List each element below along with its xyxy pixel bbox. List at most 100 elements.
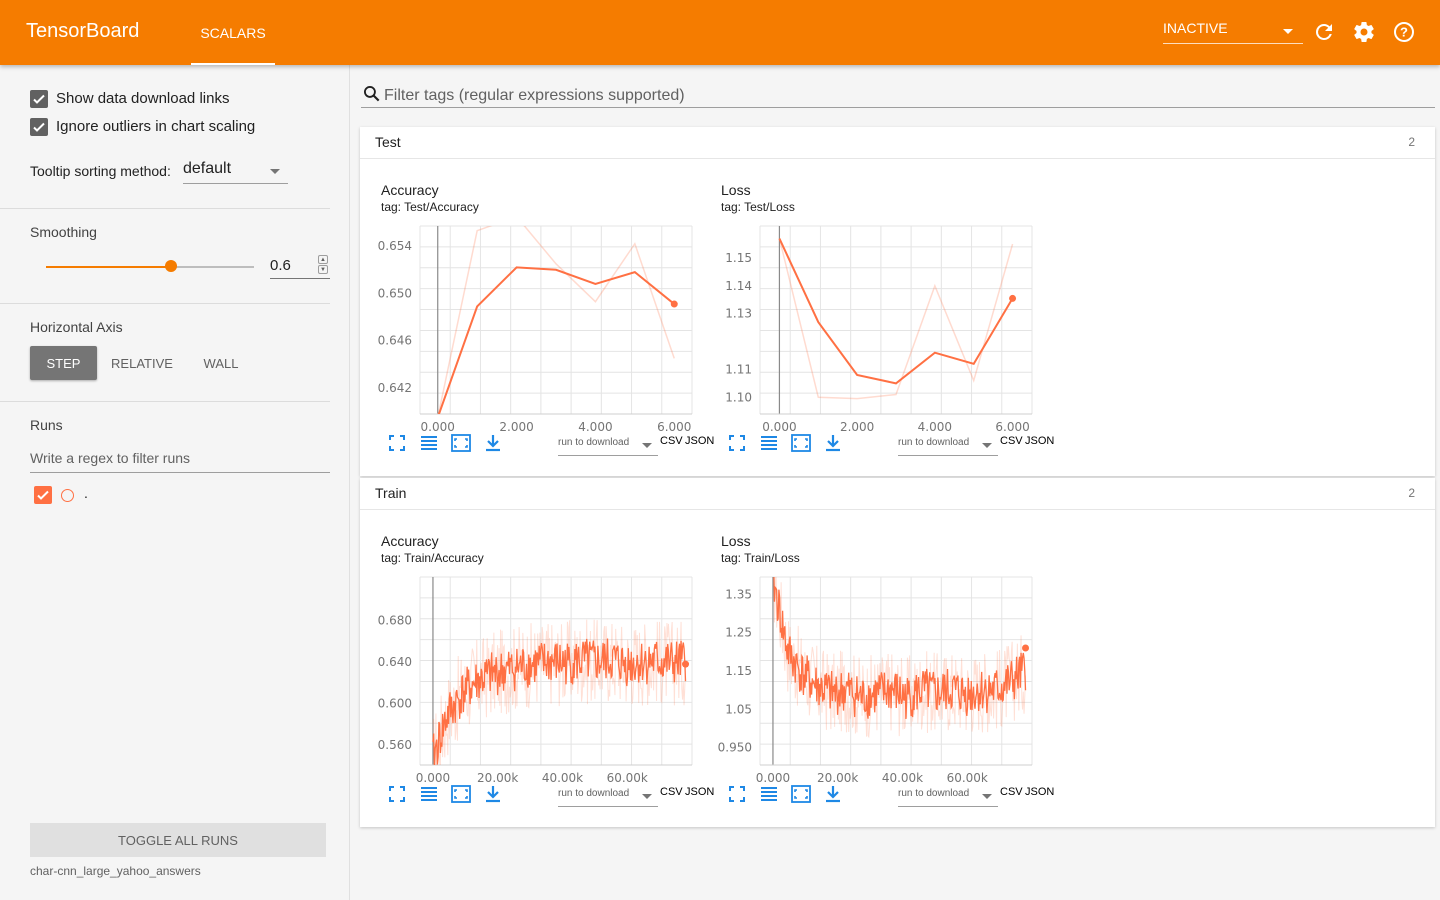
line-chart: 0.642 0.646 0.650 0.654 0.000 2.000 4.000 6.000 — [378, 225, 693, 432]
y-tick-label: 1.11 — [725, 362, 752, 376]
y-tick-label: 1.25 — [725, 626, 752, 640]
chart-title: Loss — [721, 533, 751, 549]
fit-domain-icon[interactable] — [791, 784, 811, 804]
settings-gear-icon[interactable] — [1352, 20, 1376, 44]
log-scale-icon[interactable] — [419, 784, 439, 804]
toggle-all-runs-button[interactable]: TOGGLE ALL RUNS — [30, 823, 326, 857]
raw-series-line — [778, 238, 1014, 400]
smoothing-slider[interactable] — [46, 260, 254, 272]
dropdown-arrow-icon — [982, 443, 992, 448]
plot-area: 0.560 0.600 0.640 0.680 0.000 20.00k 40.00k 60.… — [378, 576, 693, 783]
download-icon[interactable] — [823, 784, 843, 804]
fit-domain-icon[interactable] — [791, 433, 811, 453]
y-tick-label: 0.640 — [378, 655, 412, 669]
log-scale-icon[interactable] — [759, 433, 779, 453]
download-icon[interactable] — [483, 784, 503, 804]
axis-relative-button[interactable]: RELATIVE — [111, 355, 173, 371]
refresh-icon[interactable] — [1312, 20, 1336, 44]
category-title: Train — [375, 485, 407, 501]
y-tick-label: 1.05 — [725, 702, 752, 716]
spin-up-icon[interactable]: ▲ — [318, 255, 328, 264]
app-header: TensorBoard SCALARS INACTIVE ? — [0, 0, 1440, 65]
run-to-download-dropdown[interactable]: run to download — [558, 437, 658, 456]
json-download-link[interactable]: JSON — [685, 786, 715, 798]
run-to-download-dropdown[interactable]: run to download — [558, 788, 658, 807]
chart-title: Accuracy — [381, 182, 439, 198]
y-tick-label: 1.10 — [725, 390, 752, 404]
run-checkbox[interactable] — [34, 486, 52, 504]
y-tick-label: 1.13 — [725, 307, 752, 321]
category-header[interactable]: Train 2 — [360, 478, 1435, 510]
smoothed-series-line — [437, 266, 675, 414]
inactive-plugins-dropdown[interactable]: INACTIVE — [1163, 20, 1303, 44]
plot-area: 1.10 1.11 1.13 1.14 1.15 0.000 2.000 4.000 6.000 — [725, 225, 1033, 432]
active-tab-indicator — [191, 63, 275, 65]
fullscreen-icon[interactable] — [727, 433, 747, 453]
json-download-link[interactable]: JSON — [685, 435, 715, 447]
last-point-marker — [1022, 644, 1030, 652]
inactive-dropdown-value: INACTIVE — [1163, 20, 1228, 36]
tag-filter-input[interactable]: Filter tags (regular expressions support… — [361, 82, 1435, 108]
axis-wall-button[interactable]: WALL — [203, 355, 239, 371]
tab-scalars[interactable]: SCALARS — [191, 0, 275, 65]
run-to-download-dropdown[interactable]: run to download — [898, 437, 998, 456]
y-tick-label: 1.35 — [725, 587, 752, 601]
csv-download-link[interactable]: CSV — [1000, 435, 1023, 447]
x-tick-label: 4.000 — [918, 420, 952, 432]
csv-download-link[interactable]: CSV — [660, 786, 683, 798]
section-divider — [0, 303, 330, 304]
smoothing-slider-knob[interactable] — [164, 260, 177, 272]
show-download-links-checkbox[interactable] — [30, 90, 48, 108]
category-header[interactable]: Test 2 — [360, 127, 1435, 159]
log-scale-icon[interactable] — [419, 433, 439, 453]
download-icon[interactable] — [483, 433, 503, 453]
dropdown-arrow-icon — [1283, 29, 1293, 34]
json-download-link[interactable]: JSON — [1025, 786, 1055, 798]
tooltip-sorting-dropdown[interactable]: default — [183, 160, 288, 184]
tab-scalars-label: SCALARS — [200, 24, 266, 41]
svg-text:?: ? — [1400, 25, 1408, 40]
dropdown-arrow-icon — [642, 443, 652, 448]
app-title: TensorBoard — [26, 20, 140, 42]
run-name: . — [84, 485, 88, 501]
category-count: 2 — [1408, 486, 1415, 500]
x-tick-label: 6.000 — [657, 420, 691, 432]
tooltip-sorting-label: Tooltip sorting method: — [30, 163, 171, 179]
chart-tag: tag: Train/Loss — [721, 551, 800, 565]
logdir-path: char-cnn_large_yahoo_answers — [30, 864, 201, 878]
run-to-download-dropdown[interactable]: run to download — [898, 788, 998, 807]
fullscreen-icon[interactable] — [727, 784, 747, 804]
dropdown-arrow-icon — [982, 794, 992, 799]
section-divider — [0, 208, 330, 209]
axis-step-button[interactable]: STEP — [30, 346, 97, 380]
smoothing-input[interactable]: 0.6 ▲ ▼ — [270, 255, 330, 279]
run-filter-input[interactable]: Write a regex to filter runs — [30, 447, 330, 473]
run-color-swatch[interactable] — [61, 489, 74, 502]
ignore-outliers-checkbox[interactable] — [30, 118, 48, 136]
fullscreen-icon[interactable] — [387, 784, 407, 804]
download-icon[interactable] — [823, 433, 843, 453]
spin-down-icon[interactable]: ▼ — [318, 265, 328, 274]
help-icon[interactable]: ? — [1392, 20, 1416, 44]
fullscreen-icon[interactable] — [387, 433, 407, 453]
line-chart: 0.560 0.600 0.640 0.680 0.000 20.00k 40.00k 60.… — [378, 576, 693, 783]
plot-area: 0.950 1.05 1.15 1.25 1.35 0.000 20.00k 40.00k 60… — [718, 576, 1033, 783]
fit-domain-icon[interactable] — [451, 433, 471, 453]
y-tick-label: 0.650 — [378, 286, 412, 300]
last-point-marker — [682, 660, 690, 668]
log-scale-icon[interactable] — [759, 784, 779, 804]
x-tick-label: 4.000 — [578, 420, 612, 432]
y-tick-label: 0.560 — [378, 738, 412, 752]
json-download-link[interactable]: JSON — [1025, 435, 1055, 447]
section-divider — [0, 401, 330, 402]
csv-download-link[interactable]: CSV — [1000, 786, 1023, 798]
dropdown-arrow-icon — [270, 169, 280, 174]
last-point-marker — [670, 300, 678, 308]
x-tick-label: 40.00k — [542, 771, 583, 783]
y-tick-label: 0.680 — [378, 613, 412, 627]
raw-series-line — [773, 577, 1027, 739]
x-tick-label: 6.000 — [995, 420, 1029, 432]
fit-domain-icon[interactable] — [451, 784, 471, 804]
csv-download-link[interactable]: CSV — [660, 435, 683, 447]
y-tick-label: 0.600 — [378, 697, 412, 711]
